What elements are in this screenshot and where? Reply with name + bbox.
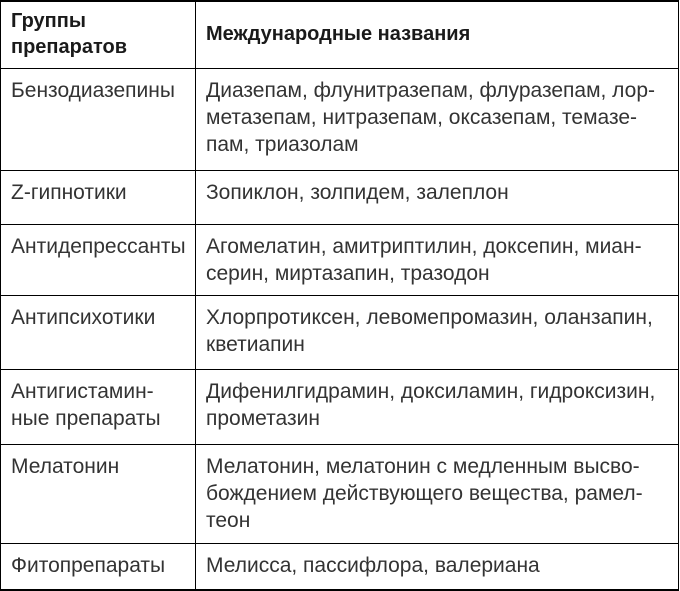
drug-names-cell: Дифенилгидрамин, доксиламин, гидроксизин…: [195, 369, 679, 445]
table-row: Антидепрессанты Агомелатин, амитриптилин…: [0, 224, 679, 296]
drug-group-cell: Z-гипнотики: [0, 170, 196, 225]
drug-names-cell: Хлорпротиксен, левомепромазин, оланзапин…: [195, 295, 679, 370]
drug-names-cell: Агомелатин, амитриптилин, доксепин, миан…: [195, 224, 679, 296]
table-row: Мелатонин Мелатонин, мелатонин с медленн…: [0, 444, 679, 544]
table-row: Антигистамин-ные препараты Дифенилгидрам…: [0, 369, 679, 445]
drug-group-cell: Фитопрепараты: [0, 543, 196, 590]
table-row: Антипсихотики Хлорпротиксен, левомепрома…: [0, 295, 679, 370]
header-cell-drug-groups: Группы препаратов: [0, 0, 196, 69]
table-row: Z-гипнотики Зопиклон, золпидем, залеплон: [0, 170, 679, 225]
table-row: Фитопрепараты Мелисса, пассифлора, валер…: [0, 543, 679, 590]
drug-names-cell: Мелатонин, мелатонин с медленным высво-б…: [195, 444, 679, 544]
header-cell-international-names: Международные названия: [195, 0, 679, 69]
header-row: Группы препаратов Международные названия: [0, 0, 679, 69]
drug-group-cell: Антипсихотики: [0, 295, 196, 370]
drug-group-cell: Мелатонин: [0, 444, 196, 544]
drug-names-cell: Диазепам, флунитразепам, флуразепам, лор…: [195, 68, 679, 171]
drug-names-cell: Мелисса, пассифлора, валериана: [195, 543, 679, 590]
table-body: Бензодиазепины Диазепам, флунитразепам, …: [0, 68, 679, 590]
table-row: Бензодиазепины Диазепам, флунитразепам, …: [0, 68, 679, 171]
drug-group-cell: Антигистамин-ные препараты: [0, 369, 196, 445]
drug-group-cell: Бензодиазепины: [0, 68, 196, 171]
drug-names-cell: Зопиклон, золпидем, залеплон: [195, 170, 679, 225]
drug-group-cell: Антидепрессанты: [0, 224, 196, 296]
